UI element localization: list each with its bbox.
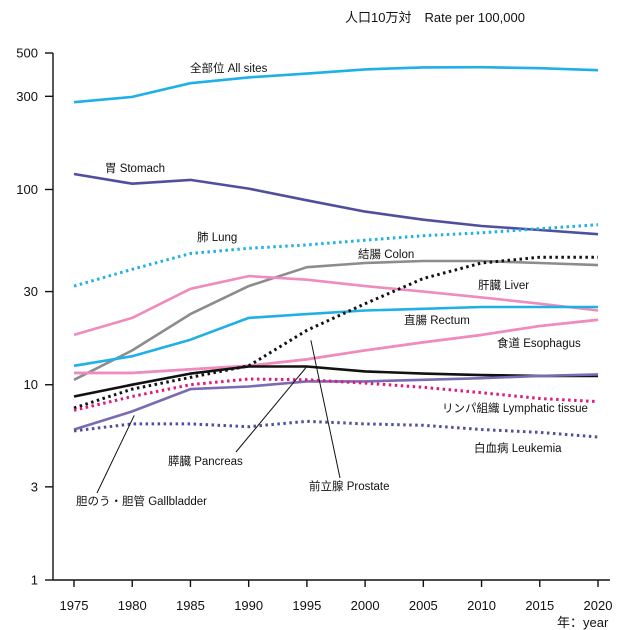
x-tick-label: 1975	[60, 598, 89, 613]
label-lung: 肺 Lung	[197, 231, 237, 244]
x-tick-label: 2005	[409, 598, 438, 613]
label-pancreas: 膵臓 Pancreas	[168, 455, 243, 468]
label-gallbladder: 胆のう・胆管 Gallbladder	[76, 494, 207, 508]
axes: 1 3 10 30 100 300 500 1975 1980 1985 1990 1995 2000 2…	[16, 46, 612, 614]
label-rectum: 直腸 Rectum	[404, 313, 470, 327]
x-tick-label: 2000	[351, 598, 380, 613]
series-line-3	[73, 259, 599, 381]
x-tick-label: 1980	[118, 598, 147, 613]
series-line-11	[73, 377, 599, 412]
y-tick-label: 30	[24, 284, 38, 299]
leader-pancreas	[235, 366, 308, 453]
label-liver: 肝臓 Liver	[478, 279, 529, 292]
label-all-sites: 全部位 All sites	[190, 61, 268, 75]
leader-prostate	[310, 340, 341, 479]
x-tick-label: 1990	[234, 598, 263, 613]
x-tick-label: 2020	[584, 598, 613, 613]
series-line-1	[73, 172, 599, 236]
label-esophagus: 食道 Esophagus	[497, 336, 581, 350]
series-line-5	[73, 305, 598, 368]
chart-title: 人口10万対 Rate per 100,000	[345, 10, 525, 25]
series-line-8	[73, 255, 598, 410]
series-line-0	[73, 65, 599, 104]
label-prostate: 前立腺 Prostate	[309, 479, 390, 493]
label-lymphatic: リンパ組織 Lymphatic tissue	[442, 402, 588, 415]
y-tick-label: 300	[16, 89, 38, 104]
y-tick-label: 3	[31, 479, 38, 494]
series-line-7	[74, 318, 599, 375]
series-line-12	[73, 419, 599, 439]
x-tick-label: 2015	[525, 598, 554, 613]
y-tick-label: 500	[16, 46, 38, 61]
series-labels: 全部位 All sites 胃 Stomach 肺 Lung 結腸 Colon …	[76, 61, 588, 508]
series-line-9	[73, 365, 598, 398]
x-tick-label: 1995	[292, 598, 321, 613]
leader-gallbladder	[96, 415, 135, 494]
label-leader-lines	[96, 340, 341, 494]
series-line-4	[73, 274, 599, 337]
x-tick-label: 1985	[176, 598, 205, 613]
label-stomach: 胃 Stomach	[105, 162, 165, 175]
x-axis-label: 年：year	[557, 615, 609, 630]
y-tick-label: 100	[16, 182, 38, 197]
label-colon: 結腸 Colon	[358, 247, 414, 261]
label-leukemia: 白血病 Leukemia	[474, 441, 562, 455]
series-lines	[73, 65, 599, 439]
x-tick-label: 2010	[467, 598, 496, 613]
y-tick-label: 10	[24, 377, 38, 392]
series-line-2	[73, 223, 599, 288]
y-tick-label: 1	[31, 573, 38, 588]
